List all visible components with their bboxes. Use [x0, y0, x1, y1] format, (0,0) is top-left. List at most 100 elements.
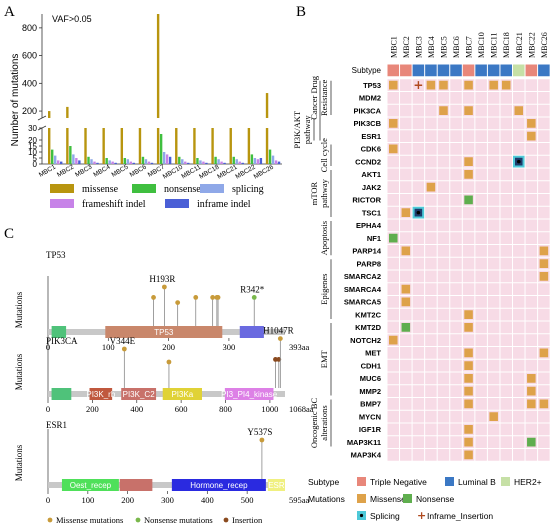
- empty-cell: [450, 359, 462, 372]
- bar-missense-upper: [265, 93, 269, 118]
- position-tick-label: 200: [162, 342, 175, 352]
- empty-cell: [387, 398, 400, 410]
- empty-cell: [400, 436, 412, 448]
- empty-cell: [462, 130, 475, 142]
- subtype-row-label: Subtype: [352, 66, 382, 75]
- bar-nonsense-lower: [250, 154, 254, 164]
- empty-cell: [513, 79, 525, 91]
- empty-cell: [450, 372, 462, 385]
- empty-cell: [475, 385, 487, 397]
- bar-frameshift-indel-lower: [129, 161, 133, 164]
- empty-cell: [513, 308, 525, 321]
- empty-cell: [525, 296, 538, 308]
- empty-cell: [475, 104, 487, 117]
- group-label: Cancer Drug: [309, 75, 319, 119]
- empty-cell: [500, 398, 512, 410]
- empty-cell: [525, 245, 538, 257]
- empty-cell: [437, 130, 450, 142]
- empty-cell: [450, 194, 462, 206]
- empty-cell: [425, 449, 437, 461]
- position-tick-label: 500: [241, 495, 254, 505]
- missense-cell: [464, 425, 473, 434]
- y-axis-label: Number of mutations: [10, 54, 21, 147]
- empty-cell: [500, 410, 512, 423]
- empty-cell: [437, 219, 450, 232]
- bar-inframe-indel-lower: [241, 162, 244, 164]
- gene-label: BMP7: [360, 400, 381, 409]
- group-label: Resistance: [319, 79, 329, 116]
- bar-splicing-lower: [54, 155, 57, 164]
- empty-cell: [475, 347, 487, 359]
- empty-cell: [387, 155, 400, 168]
- empty-cell: [400, 334, 412, 346]
- legend-swatch: [50, 184, 74, 193]
- empty-cell: [500, 385, 512, 397]
- missense-cell: [527, 131, 536, 141]
- sample-header: MBC2: [402, 36, 411, 58]
- empty-cell: [450, 334, 462, 346]
- empty-cell: [487, 245, 500, 257]
- empty-cell: [400, 423, 412, 436]
- empty-cell: [450, 168, 462, 181]
- empty-cell: [475, 92, 487, 104]
- empty-cell: [437, 385, 450, 397]
- empty-cell: [538, 181, 550, 193]
- empty-cell: [462, 270, 475, 283]
- bar-nonsense-lower: [268, 149, 272, 164]
- empty-cell: [400, 79, 412, 91]
- empty-cell: [412, 347, 425, 359]
- bar-missense-lower: [102, 128, 105, 164]
- bar-nonsense-lower: [87, 156, 90, 164]
- legend-swatch: [403, 494, 412, 503]
- sample-header: MBC7: [465, 36, 474, 58]
- bar-frameshift-indel-lower: [111, 161, 114, 164]
- empty-cell: [412, 321, 425, 334]
- bar-missense-lower: [229, 128, 232, 164]
- sample-header: MBC4: [427, 36, 436, 58]
- empty-cell: [538, 334, 550, 346]
- inframe-insertion-mark: +: [413, 78, 423, 92]
- subtype-cell: [450, 64, 462, 77]
- empty-cell: [412, 117, 425, 130]
- missense-cell: [439, 80, 448, 90]
- bar-inframe-indel-lower: [277, 161, 281, 164]
- bar-splicing-lower: [253, 158, 257, 164]
- missense-cell: [389, 119, 398, 128]
- empty-cell: [462, 257, 475, 270]
- position-tick-label: 200: [86, 404, 99, 414]
- track-gene-name: TP53: [46, 250, 66, 260]
- empty-cell: [437, 206, 450, 219]
- empty-cell: [538, 283, 550, 295]
- empty-cell: [412, 398, 425, 410]
- empty-cell: [500, 347, 512, 359]
- gene-label: PARP8: [357, 259, 381, 268]
- empty-cell: [513, 283, 525, 295]
- empty-cell: [412, 283, 425, 295]
- position-tick-label: 400: [201, 495, 214, 505]
- empty-cell: [462, 143, 475, 155]
- empty-cell: [425, 359, 437, 372]
- empty-cell: [400, 270, 412, 283]
- legend-label: Splicing: [370, 511, 400, 521]
- empty-cell: [525, 283, 538, 295]
- empty-cell: [412, 334, 425, 346]
- empty-cell: [450, 104, 462, 117]
- empty-cell: [525, 359, 538, 372]
- legend-dot: [223, 517, 229, 523]
- lollipop-head-missense: [210, 295, 216, 300]
- missense-cell: [464, 361, 473, 370]
- empty-cell: [450, 410, 462, 423]
- bar-splicing-lower: [271, 155, 275, 164]
- missense-cell: [426, 182, 436, 192]
- bar-missense-upper: [66, 106, 69, 118]
- protein-backbone: [48, 482, 285, 488]
- sample-header: MBC26: [540, 32, 549, 58]
- x-tick-label: MBC10: [162, 163, 185, 180]
- track-y-label: Mutations: [14, 291, 24, 328]
- missense-cell: [464, 170, 473, 179]
- empty-cell: [400, 194, 412, 206]
- empty-cell: [538, 194, 550, 206]
- missense-cell: [464, 450, 473, 460]
- empty-cell: [412, 308, 425, 321]
